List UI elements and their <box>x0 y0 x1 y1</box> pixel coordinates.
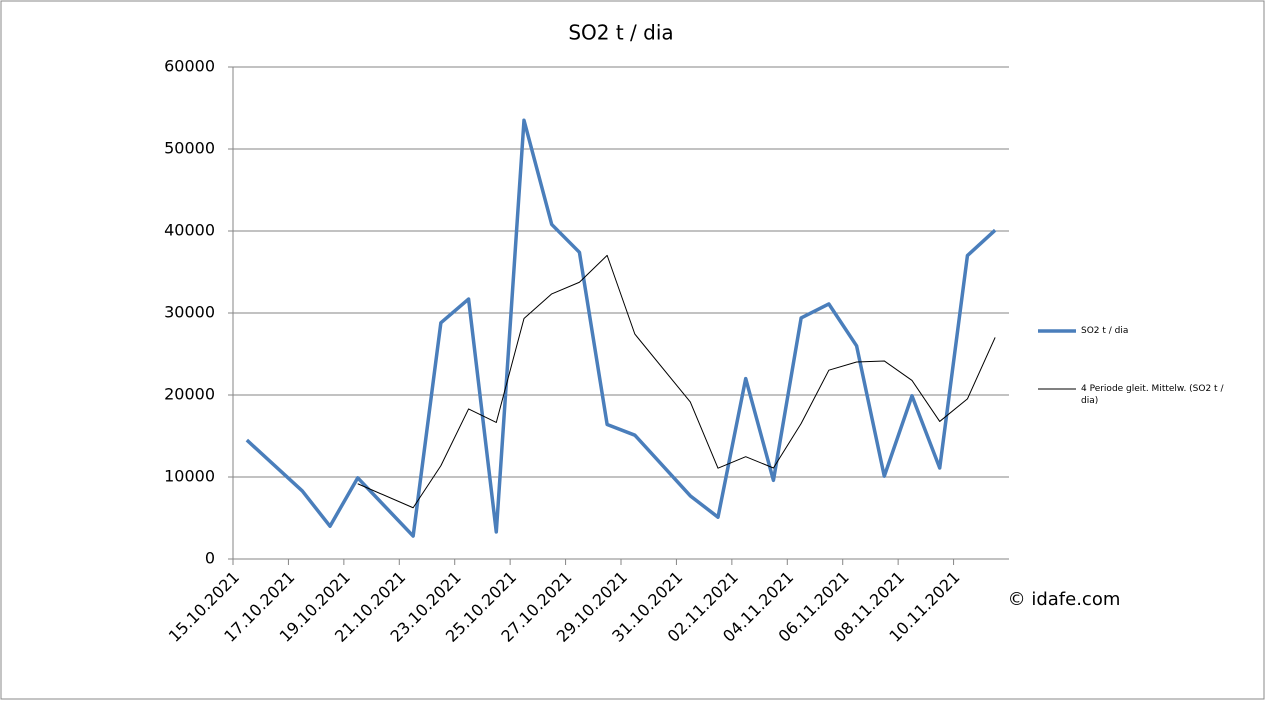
y-tick-label: 40000 <box>164 221 215 240</box>
legend-label: SO2 t / dia <box>1081 326 1129 336</box>
series-line <box>245 118 997 538</box>
chart-title: SO2 t / dia <box>568 21 673 45</box>
legend-label: 4 Periode gleit. Mittelw. (SO2 t / dia) <box>1081 384 1224 406</box>
y-tick-label: 10000 <box>164 467 215 486</box>
watermark: © idafe.com <box>1008 589 1121 610</box>
y-tick-label: 30000 <box>164 303 215 322</box>
y-tick-label: 60000 <box>164 57 215 76</box>
y-tick-label: 20000 <box>164 385 215 404</box>
series-line <box>357 254 996 509</box>
y-tick-label: 0 <box>205 549 215 568</box>
y-tick-label: 50000 <box>164 139 215 158</box>
